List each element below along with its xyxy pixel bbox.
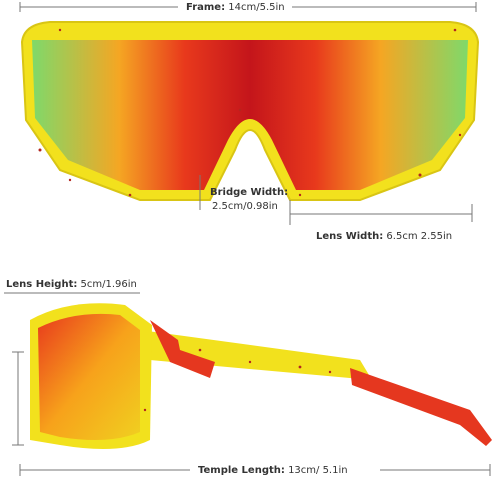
text: 6.5cm 2.55in [386,231,452,242]
bridge-label: Bridge Width: [210,187,288,198]
temple-dimension: Temple Length: 13cm/ 5.1in [19,464,491,476]
temple-text: Temple Length: 13cm/ 5.1in [198,465,348,476]
lens-height-dimension: Lens Height: 5cm/1.96in [4,279,140,446]
frame-dimension: Frame: 14cm/5.5in [19,2,477,13]
glasses-front [20,21,480,201]
text: 5cm/1.96in [81,279,137,290]
text: Lens Width: [316,231,383,242]
lens-height-text: Lens Height: 5cm/1.96in [6,279,137,290]
text: 13cm/ 5.1in [288,465,348,476]
text: Temple Length: [198,465,285,476]
lens-width-text: Lens Width: 6.5cm 2.55in [316,231,452,242]
glasses-side [30,303,492,449]
frame-label: Frame: 14cm/5.5in [186,2,285,13]
text: Frame: [186,2,225,13]
bridge-dimension: Bridge Width: 2.5cm/0.98in [199,175,291,225]
bridge-value: 2.5cm/0.98in [212,201,278,212]
lens-width-dimension: Lens Width: 6.5cm 2.55in [290,204,473,242]
text: 14cm/5.5in [228,2,284,13]
text: Lens Height: [6,279,77,290]
